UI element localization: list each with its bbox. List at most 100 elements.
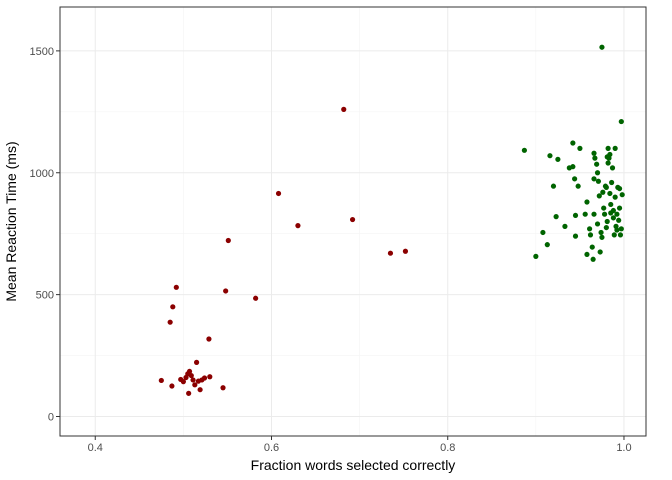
data-point	[253, 295, 259, 301]
data-point	[550, 183, 557, 189]
data-point	[186, 390, 192, 396]
y-tick-label: 1500	[30, 46, 54, 58]
data-point	[605, 145, 611, 151]
y-tick-label: 500	[36, 290, 54, 302]
data-point	[604, 154, 610, 160]
data-point	[577, 145, 583, 151]
data-point	[607, 190, 613, 197]
data-point	[603, 184, 609, 190]
data-point	[188, 372, 194, 379]
axes: 0.4 0.6 0.8 1.0 0 500 1000 1500	[30, 46, 632, 454]
data-point	[608, 201, 614, 208]
data-point	[582, 211, 588, 217]
data-point	[275, 190, 282, 197]
data-point	[592, 155, 598, 161]
data-point	[605, 160, 611, 166]
data-point	[612, 194, 618, 200]
data-point	[570, 140, 576, 146]
data-point	[349, 216, 356, 223]
data-point	[594, 161, 600, 167]
data-point	[570, 164, 576, 170]
data-point	[599, 44, 605, 50]
data-point	[572, 212, 579, 219]
data-point	[158, 377, 164, 384]
data-point	[616, 185, 623, 192]
data-point	[402, 248, 409, 254]
data-point	[601, 205, 607, 211]
data-point	[521, 147, 527, 153]
data-point	[170, 304, 176, 310]
data-point	[555, 156, 561, 162]
data-point	[600, 189, 606, 195]
data-point	[587, 226, 593, 232]
data-point	[614, 227, 620, 233]
x-tick-label: 1.0	[616, 442, 631, 454]
data-point	[547, 153, 553, 159]
data-point	[594, 221, 601, 227]
data-point	[584, 199, 590, 205]
y-tick-label: 1000	[30, 168, 54, 180]
data-point	[599, 234, 605, 240]
data-point	[591, 150, 597, 156]
data-point	[609, 165, 616, 171]
data-point	[608, 210, 614, 216]
data-point	[617, 232, 624, 238]
data-point	[553, 214, 559, 220]
data-point	[220, 385, 226, 391]
data-points	[158, 44, 625, 396]
data-point	[206, 336, 212, 342]
data-point	[589, 244, 595, 250]
data-point	[180, 379, 186, 385]
panel-border	[59, 6, 647, 437]
data-point	[587, 232, 594, 238]
data-point	[597, 249, 603, 255]
data-point	[604, 218, 610, 225]
data-point	[341, 106, 347, 112]
data-point	[207, 374, 213, 380]
data-point	[590, 256, 596, 262]
data-point	[192, 382, 198, 388]
x-tick-label: 0.6	[264, 442, 279, 454]
data-point	[186, 368, 193, 375]
grid	[60, 7, 646, 436]
data-point	[387, 250, 394, 256]
data-point	[594, 170, 601, 176]
data-point	[197, 387, 203, 393]
data-point	[169, 383, 175, 389]
data-point	[603, 224, 609, 231]
data-point	[572, 176, 578, 182]
data-point	[193, 359, 200, 365]
data-point	[596, 193, 602, 199]
data-point	[619, 192, 625, 198]
data-point	[295, 223, 301, 229]
data-point	[167, 319, 173, 325]
data-point	[584, 251, 590, 258]
data-point	[598, 229, 604, 236]
data-point	[190, 377, 196, 383]
data-point	[618, 226, 624, 232]
data-point	[609, 179, 615, 186]
data-point	[572, 233, 579, 239]
data-point	[575, 183, 581, 189]
y-axis-label: Mean Reaction Time (ms)	[3, 141, 19, 301]
data-point	[616, 205, 623, 211]
x-tick-label: 0.8	[440, 442, 455, 454]
x-tick-label: 0.4	[88, 442, 103, 454]
data-point	[601, 211, 608, 217]
data-point	[223, 288, 229, 294]
data-point	[225, 237, 231, 244]
data-point	[173, 284, 179, 290]
data-point	[201, 375, 208, 381]
data-point	[562, 223, 568, 229]
data-point	[540, 229, 546, 236]
data-point	[612, 145, 618, 151]
data-point	[618, 118, 624, 125]
data-point	[591, 176, 597, 182]
data-point	[533, 253, 539, 259]
data-point	[616, 217, 622, 223]
data-point	[591, 211, 597, 217]
data-point	[544, 242, 550, 248]
data-point	[611, 232, 617, 238]
y-tick-label: 0	[48, 412, 54, 424]
